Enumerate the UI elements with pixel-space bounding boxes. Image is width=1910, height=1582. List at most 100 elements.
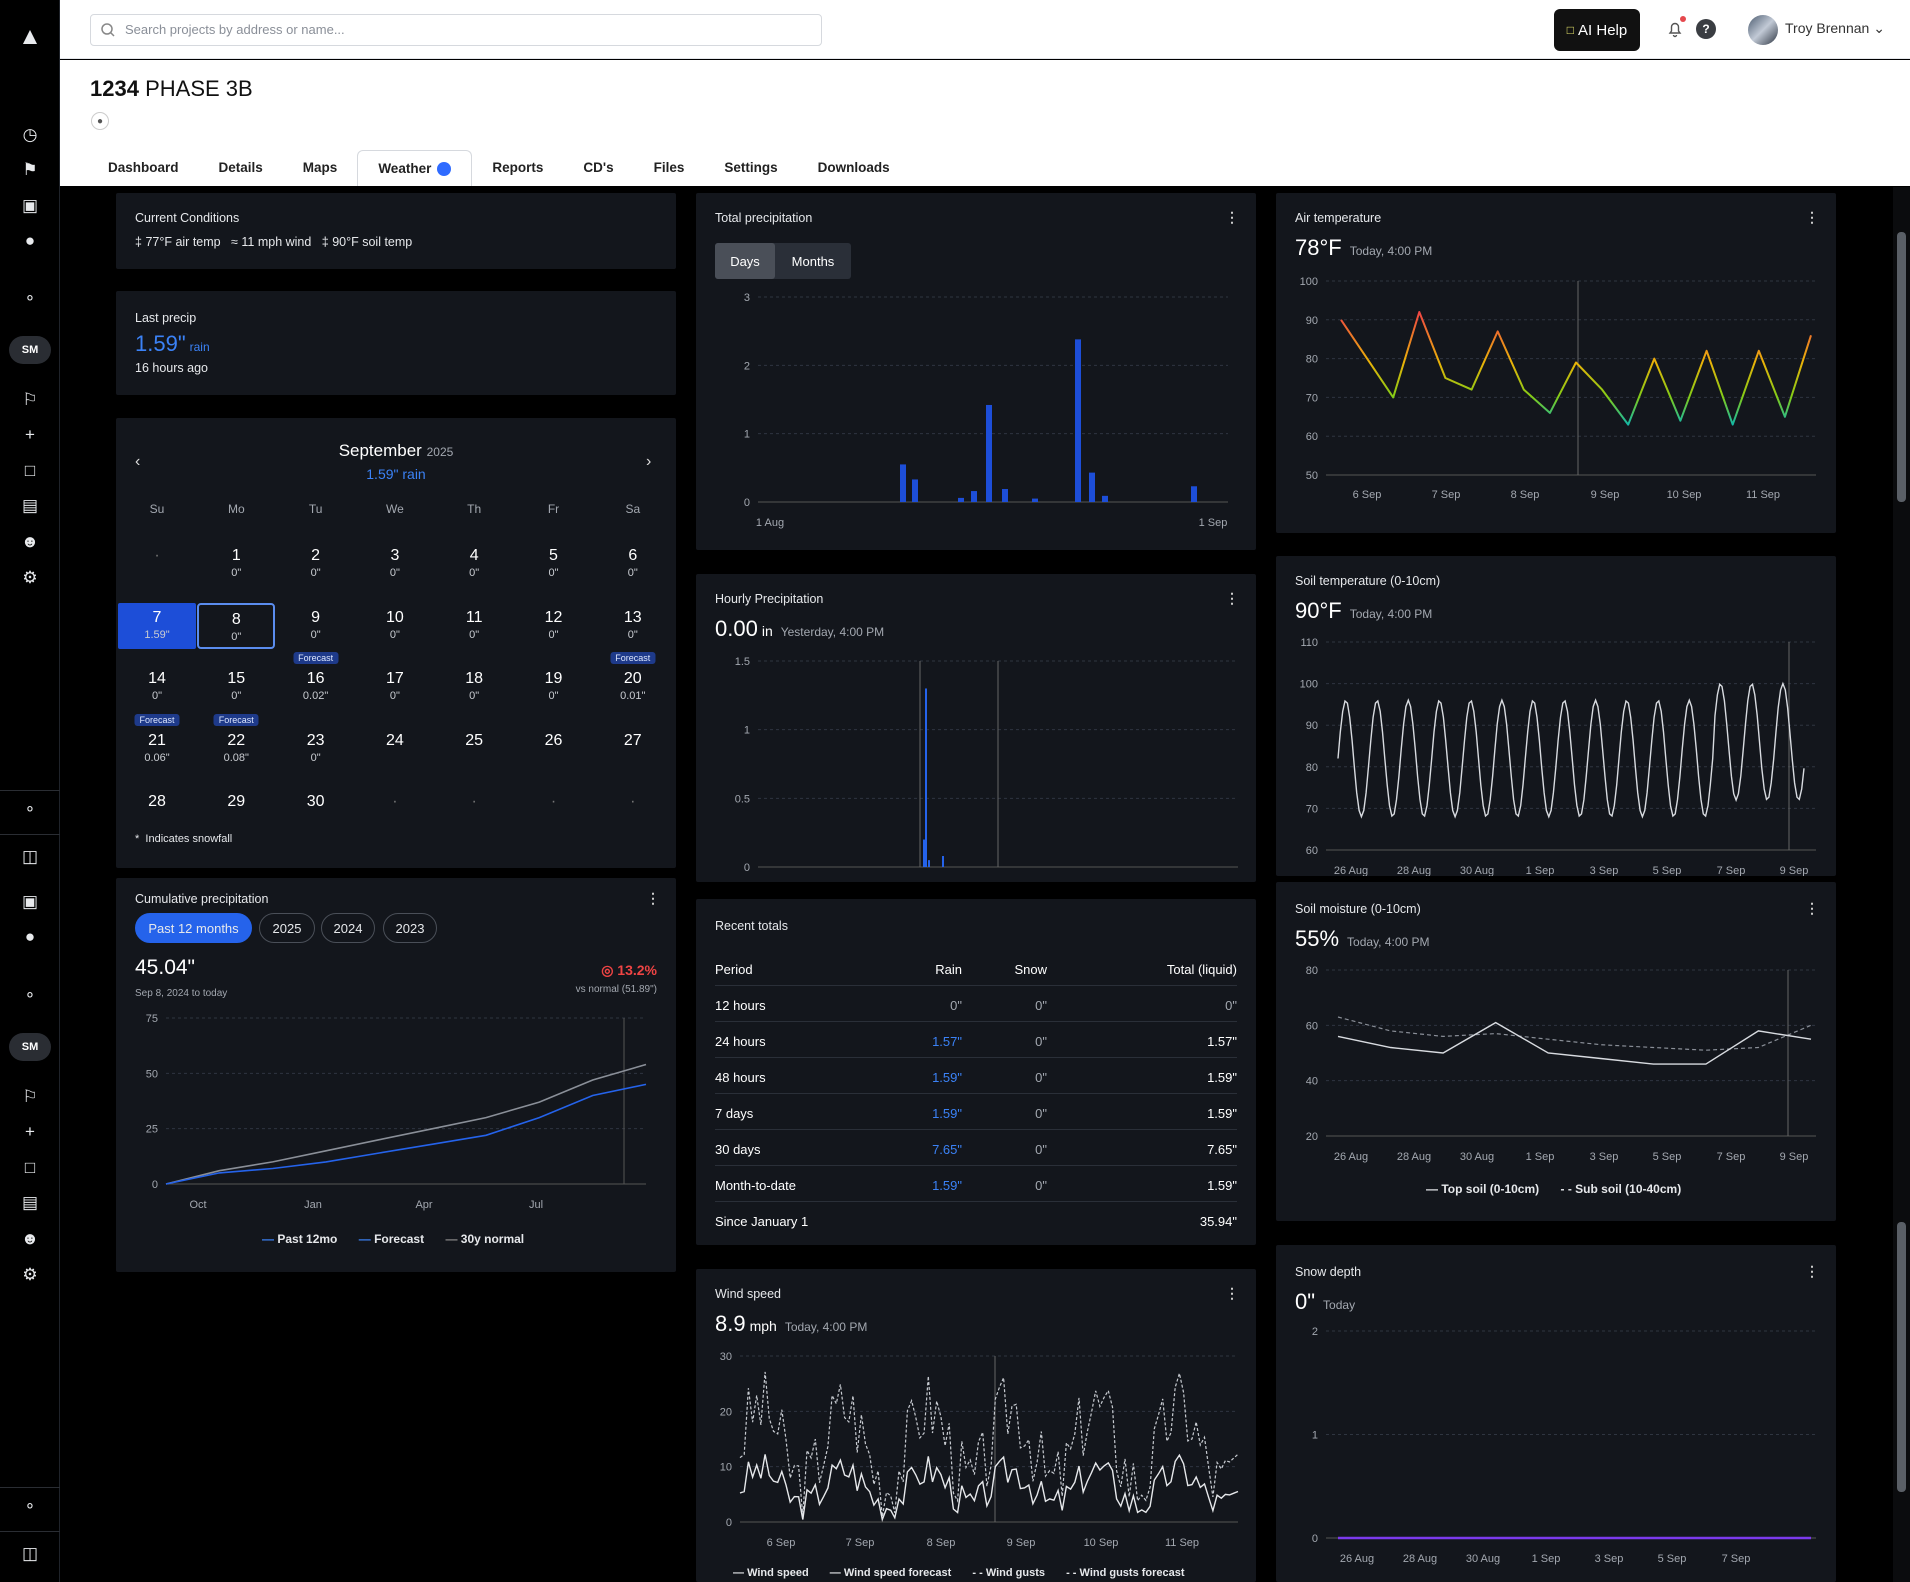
more-options-icon[interactable]: ⋮ bbox=[1225, 1285, 1239, 1301]
calendar-day[interactable]: 25 bbox=[435, 726, 513, 772]
tab-downloads[interactable]: Downloads bbox=[798, 150, 910, 186]
share-icon[interactable]: ∘ bbox=[24, 1496, 36, 1515]
tab-files[interactable]: Files bbox=[634, 150, 705, 186]
months-toggle[interactable]: Months bbox=[791, 253, 835, 269]
calendar-day[interactable]: 9 0" bbox=[277, 603, 355, 649]
calendar-day[interactable]: 8 0" bbox=[197, 602, 276, 649]
help-button[interactable]: ? bbox=[1696, 19, 1716, 39]
calendar-day[interactable]: 17 0" bbox=[356, 664, 434, 710]
calendar-day[interactable]: 12 0" bbox=[515, 603, 593, 649]
calendar-day[interactable]: 15 0" bbox=[197, 664, 275, 710]
avatar-initials[interactable]: SM bbox=[9, 336, 51, 364]
ai-help-button[interactable]: □ AI Help bbox=[1554, 9, 1640, 51]
calendar-day[interactable]: 13 0" bbox=[594, 603, 672, 649]
calendar-day[interactable]: 14 0" bbox=[118, 664, 196, 710]
calendar-day[interactable]: 28 bbox=[118, 787, 196, 833]
share-icon[interactable]: ∘ bbox=[24, 985, 36, 1004]
clipboard-icon[interactable]: ▤ bbox=[21, 1193, 39, 1212]
tab-settings[interactable]: Settings bbox=[704, 150, 797, 186]
calendar-day[interactable]: 10 0" bbox=[356, 603, 434, 649]
collapse-panel-icon[interactable]: ◫ bbox=[21, 1544, 39, 1563]
calendar-day[interactable]: 29 bbox=[197, 787, 275, 833]
user-icon[interactable]: ● bbox=[24, 927, 36, 946]
avatar-initials[interactable]: SM bbox=[9, 1033, 51, 1061]
tab-details[interactable]: Details bbox=[199, 150, 283, 186]
scroll-thumb[interactable] bbox=[1897, 1222, 1906, 1492]
search-input[interactable]: Search projects by address or name... bbox=[90, 14, 822, 46]
building-icon[interactable]: ▣ bbox=[21, 196, 39, 215]
tab-weather[interactable]: Weather bbox=[357, 150, 473, 186]
prev-month-button[interactable]: ‹ bbox=[135, 453, 141, 470]
calendar-day[interactable]: 3 0" bbox=[356, 541, 434, 587]
tab-maps[interactable]: Maps bbox=[283, 150, 358, 186]
range-pill[interactable]: 2024 bbox=[321, 913, 375, 943]
calendar-day[interactable]: Forecast 21 0.06" bbox=[118, 713, 196, 772]
dashboard-icon[interactable]: ◷ bbox=[22, 125, 38, 144]
more-options-icon[interactable]: ⋮ bbox=[646, 890, 660, 906]
share-icon[interactable]: ∘ bbox=[24, 799, 36, 818]
tab-cds[interactable]: CD's bbox=[563, 150, 633, 186]
flag-icon[interactable]: ⚑ bbox=[22, 160, 38, 179]
calendar-day[interactable]: Forecast 20 0.01" bbox=[594, 652, 672, 710]
calendar-day[interactable]: 30 bbox=[277, 787, 355, 833]
calendar-day[interactable]: 18 0" bbox=[435, 664, 513, 710]
period-cell: 7 days bbox=[715, 1106, 754, 1121]
gear-icon[interactable]: ⚙ bbox=[22, 1265, 38, 1284]
plus-icon[interactable]: + bbox=[25, 425, 35, 444]
calendar-day[interactable]: 7 1.59" bbox=[118, 602, 196, 649]
user-icon[interactable]: ● bbox=[24, 231, 36, 250]
plus-icon[interactable]: + bbox=[25, 1122, 35, 1141]
team-icon[interactable]: ☻ bbox=[21, 532, 39, 551]
location-pin-icon[interactable]: ● bbox=[91, 112, 109, 130]
more-options-icon[interactable]: ⋮ bbox=[1225, 209, 1239, 225]
app-logo-icon[interactable]: ▲ bbox=[18, 23, 42, 50]
flag-outline-icon[interactable]: ⚐ bbox=[22, 1087, 38, 1106]
folder-icon[interactable]: □ bbox=[24, 1158, 36, 1177]
notifications-button[interactable] bbox=[1662, 16, 1688, 42]
folder-icon[interactable]: □ bbox=[24, 461, 36, 480]
user-menu[interactable]: Troy Brennan ⌄ bbox=[1785, 20, 1885, 37]
calendar-day[interactable]: · bbox=[356, 787, 434, 833]
range-pill[interactable]: Past 12 months bbox=[135, 913, 252, 943]
collapse-panel-icon[interactable]: ◫ bbox=[21, 847, 39, 866]
calendar-day[interactable]: 11 0" bbox=[435, 603, 513, 649]
share-icon[interactable]: ∘ bbox=[24, 288, 36, 307]
calendar-day[interactable]: 19 0" bbox=[515, 664, 593, 710]
calendar-day[interactable]: 23 0" bbox=[277, 726, 355, 772]
calendar-day[interactable]: 1 0" bbox=[197, 541, 275, 587]
days-toggle[interactable]: Days bbox=[715, 243, 775, 279]
more-options-icon[interactable]: ⋮ bbox=[1805, 209, 1819, 225]
next-month-button[interactable]: › bbox=[646, 453, 652, 470]
calendar-day[interactable]: · bbox=[435, 787, 513, 833]
calendar-day[interactable]: · bbox=[515, 787, 593, 833]
flag-outline-icon[interactable]: ⚐ bbox=[22, 390, 38, 409]
page-scrollbar[interactable] bbox=[1893, 187, 1910, 1582]
calendar-day[interactable]: 27 bbox=[594, 726, 672, 772]
tab-reports[interactable]: Reports bbox=[472, 150, 563, 186]
user-avatar[interactable] bbox=[1748, 15, 1778, 45]
calendar-day[interactable]: 5 0" bbox=[515, 541, 593, 587]
x-tick-label: 9 Sep bbox=[1780, 1151, 1809, 1163]
building-icon[interactable]: ▣ bbox=[21, 892, 39, 911]
team-icon[interactable]: ☻ bbox=[21, 1229, 39, 1248]
more-options-icon[interactable]: ⋮ bbox=[1225, 590, 1239, 606]
range-pill[interactable]: 2025 bbox=[259, 913, 315, 943]
more-options-icon[interactable]: ⋮ bbox=[1805, 1263, 1819, 1279]
gusts-line bbox=[739, 1371, 1239, 1517]
clipboard-icon[interactable]: ▤ bbox=[21, 496, 39, 515]
calendar-day[interactable]: 4 0" bbox=[435, 541, 513, 587]
tab-dashboard[interactable]: Dashboard bbox=[88, 150, 199, 186]
calendar-day[interactable]: Forecast 16 0.02" bbox=[277, 652, 355, 710]
scroll-thumb[interactable] bbox=[1897, 232, 1906, 502]
calendar-day[interactable]: 6 0" bbox=[594, 541, 672, 587]
calendar-day[interactable]: Forecast 22 0.08" bbox=[197, 713, 275, 772]
calendar-day[interactable]: 2 0" bbox=[277, 541, 355, 587]
calendar-day[interactable]: 24 bbox=[356, 726, 434, 772]
air-temp: 77°F air temp bbox=[145, 235, 221, 249]
calendar-day[interactable]: 26 bbox=[515, 726, 593, 772]
calendar-day[interactable]: · bbox=[118, 541, 196, 587]
range-pill[interactable]: 2023 bbox=[383, 913, 437, 943]
calendar-day[interactable]: · bbox=[594, 787, 672, 833]
more-options-icon[interactable]: ⋮ bbox=[1805, 900, 1819, 916]
gear-icon[interactable]: ⚙ bbox=[22, 568, 38, 587]
